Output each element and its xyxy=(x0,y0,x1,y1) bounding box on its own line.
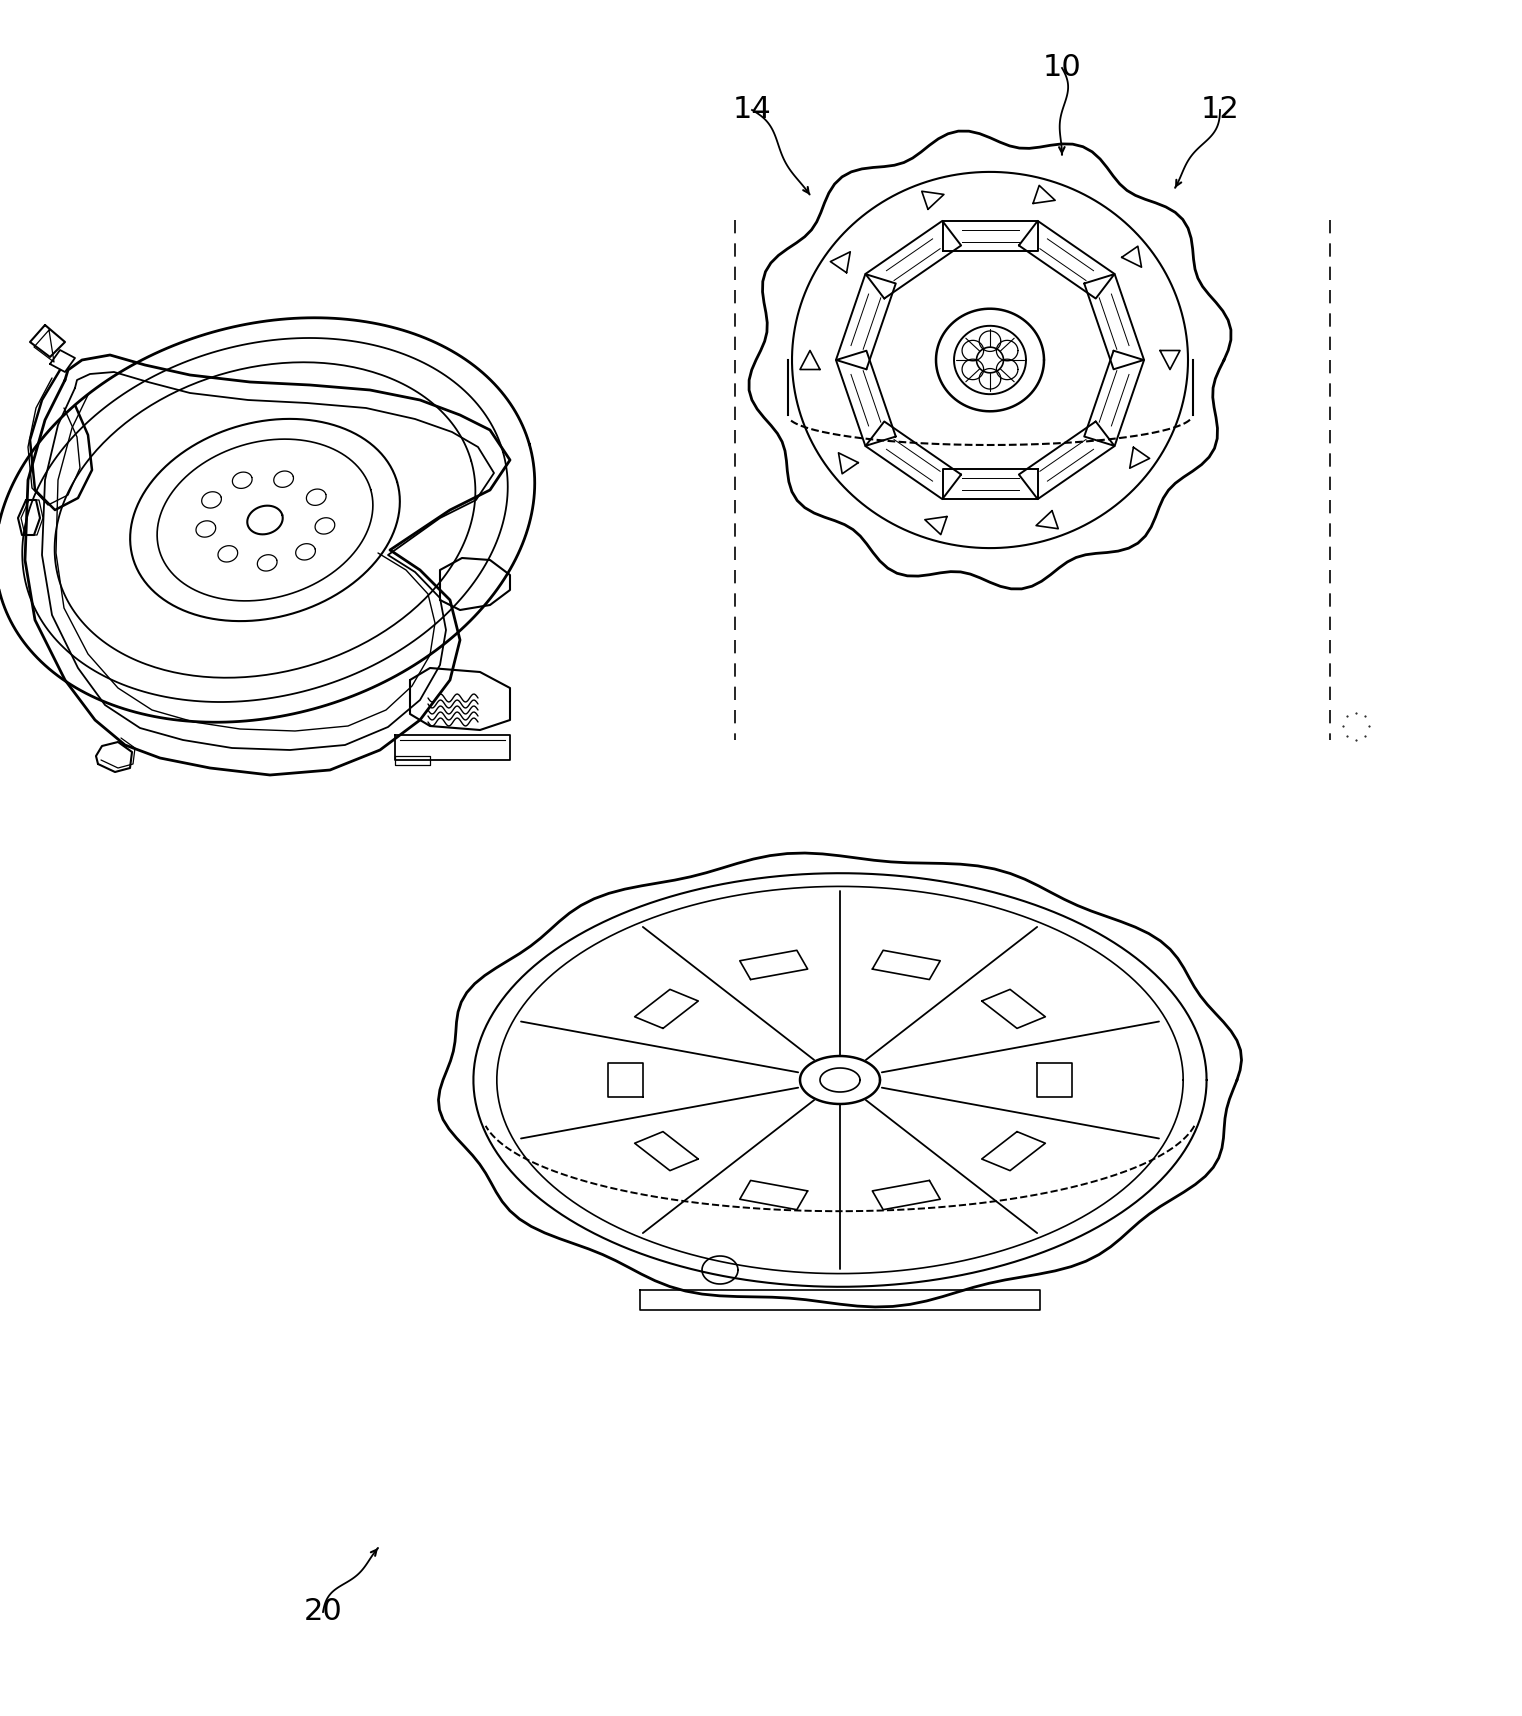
Text: 12: 12 xyxy=(1201,96,1239,125)
Text: 10: 10 xyxy=(1043,53,1081,82)
Text: 14: 14 xyxy=(732,96,772,125)
Text: 20: 20 xyxy=(303,1598,342,1627)
